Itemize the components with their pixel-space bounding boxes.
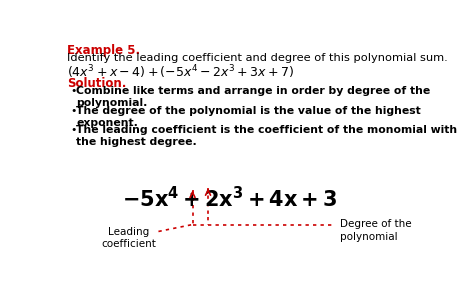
Text: Solution.: Solution. xyxy=(67,77,127,90)
Text: Leading
coefficient: Leading coefficient xyxy=(101,227,156,249)
Text: •: • xyxy=(70,125,76,135)
Text: The degree of the polynomial is the value of the highest
exponent.: The degree of the polynomial is the valu… xyxy=(76,106,421,128)
Text: Identify the leading coefficient and degree of this polynomial sum.: Identify the leading coefficient and deg… xyxy=(67,53,448,63)
Text: $\mathbf{-5x^4+2x^3+4x+3}$: $\mathbf{-5x^4+2x^3+4x+3}$ xyxy=(122,186,337,211)
Text: •: • xyxy=(70,86,76,96)
Text: Example 5.: Example 5. xyxy=(67,44,140,57)
Text: The leading coefficient is the coefficient of the monomial with
the highest degr: The leading coefficient is the coefficie… xyxy=(76,125,457,147)
Text: Combine like terms and arrange in order by degree of the
polynomial.: Combine like terms and arrange in order … xyxy=(76,86,430,108)
Text: Degree of the
polynomial: Degree of the polynomial xyxy=(340,219,411,242)
Text: $\left(4x^3+x-4\right)+\left(-5x^4-2x^3+3x+7\right)$: $\left(4x^3+x-4\right)+\left(-5x^4-2x^3+… xyxy=(67,64,294,81)
Text: •: • xyxy=(70,106,76,116)
